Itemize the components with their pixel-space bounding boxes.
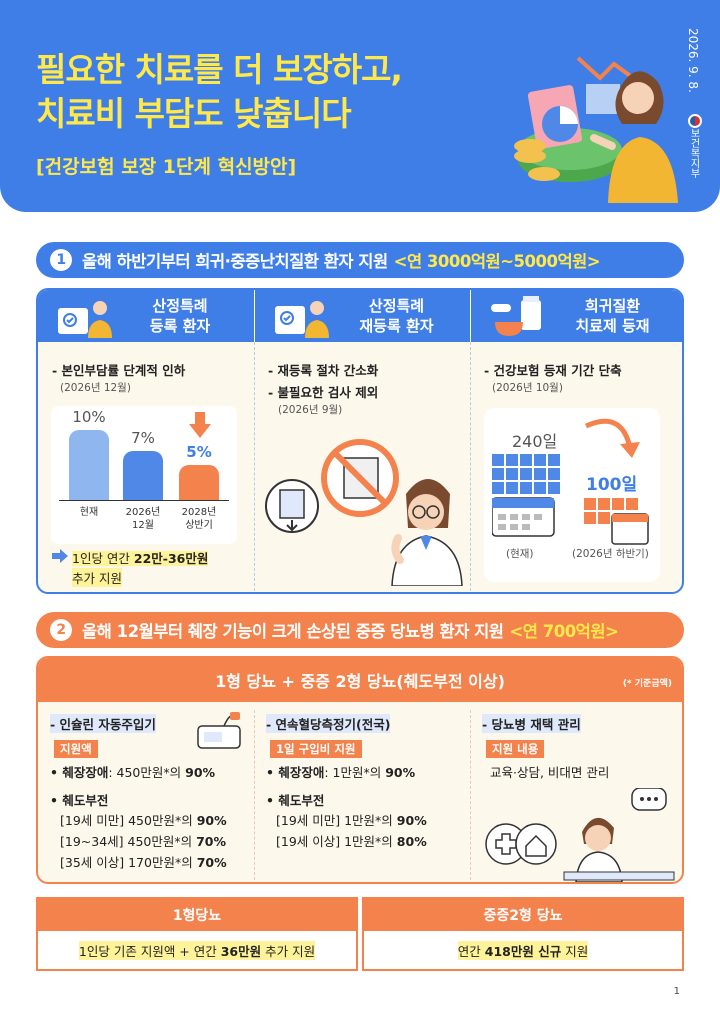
header-banner: 필요한 치료를 더 보장하고, 치료비 부담도 낮춥니다 [건강보험 보장 1단… — [0, 0, 720, 212]
ministry-name: 보건복지부 — [688, 128, 699, 178]
caption-after: (2026년 하반기) — [572, 548, 649, 560]
type1-text: 1인당 기존 지원액 + 연간 36만원 추가 지원 — [38, 931, 356, 969]
insulin-row-19-34: [19~34세] 450만원*의 70% — [60, 834, 227, 849]
copay-chart: 10% 7% 5% 현재 2026년 12월 2028년 상반기 — [51, 406, 237, 544]
type2-text: 연간 418만원 신규 지원 — [364, 931, 682, 969]
type1-head: 1형당뇨 — [38, 899, 356, 931]
calendar-grid-after-icon — [584, 498, 649, 545]
cgm-pancreas-disability: • 췌장장애: 1만원*의 90% — [266, 765, 416, 780]
cgm-row-19plus: [19세 이상] 1만원*의 80% — [276, 834, 427, 849]
col3-header: 희귀질환 치료제 등재 — [470, 290, 682, 342]
no-paperwork-doctor-illustration — [265, 439, 463, 586]
diabetes-panel-title: 1형 당뇨 + 중증 2형 당뇨(췌도부전 이상) (* 기준금액) — [38, 658, 682, 702]
col2-bullet2: - 불필요한 검사 제외 — [268, 385, 379, 400]
support-amount-tag: 지원액 — [54, 740, 98, 758]
tick-2028-h1: 2028년 상반기 — [181, 507, 217, 531]
caption-before: (현재) — [506, 548, 534, 560]
days-before: 240일 — [512, 432, 558, 451]
section2-title: 2 올해 12월부터 췌장 기능이 크게 손상된 중증 당뇨병 환자 지원 <연… — [36, 612, 684, 648]
col3-bullet: - 건강보험 등재 기간 단축 — [484, 363, 622, 378]
approval-days-chart: 240일 100일 (현재) (2026년 하반기) — [484, 408, 660, 582]
type2-head: 중증2형 당뇨 — [364, 899, 682, 931]
person-document-icon — [275, 301, 329, 338]
page-subtitle: [건강보험 보장 1단계 혁신방안] — [36, 156, 297, 178]
insulin-pancreas-disability: • 췌장장애: 450만원*의 90% — [50, 765, 216, 780]
down-arrow-icon — [189, 412, 211, 438]
col1-date: (2026년 12월) — [60, 382, 131, 394]
section1-number: 1 — [50, 249, 72, 271]
page-number: 1 — [673, 986, 680, 997]
cgm-islet-failure: • 췌도부전 — [266, 793, 325, 808]
bar-2028-h1 — [179, 465, 219, 500]
insulin-pump-title: - 인슐린 자동주입기 — [50, 714, 156, 733]
insulin-islet-failure: • 췌도부전 — [50, 793, 109, 808]
right-arrow-icon — [52, 549, 68, 563]
col2-date: (2026년 9월) — [278, 404, 343, 416]
support-content-tag: 지원 내용 — [486, 740, 545, 758]
bar-2026-12 — [123, 451, 163, 500]
insulin-row-under19: [19세 미만] 450만원*의 90% — [60, 813, 227, 828]
page-title: 필요한 치료를 더 보장하고, 치료비 부담도 낮춥니다 — [36, 50, 403, 133]
section1-panel: 산정특례 등록 환자 산정특례 재등록 환자 희귀질환 치료제 등재 — [36, 288, 684, 594]
section2-number: 2 — [50, 619, 72, 641]
type2-summary: 중증2형 당뇨 연간 418만원 신규 지원 — [362, 897, 684, 971]
woman-chart-illustration — [514, 56, 678, 203]
col1-header: 산정특례 등록 환자 — [38, 290, 254, 342]
doctor-consultation-illustration — [485, 788, 675, 882]
daily-cost-tag: 1일 구입비 지원 — [270, 740, 362, 758]
cgm-row-under19: [19세 미만] 1만원*의 90% — [276, 813, 427, 828]
insulin-row-35plus: [35세 이상] 170만원*의 70% — [60, 855, 227, 870]
days-after: 100일 — [586, 475, 638, 495]
bar-label-current: 10% — [72, 408, 106, 426]
tick-current: 현재 — [79, 507, 99, 518]
type1-summary: 1형당뇨 1인당 기존 지원액 + 연간 36만원 추가 지원 — [36, 897, 358, 971]
home-care-text: 교육·상담, 비대면 관리 — [490, 765, 610, 780]
ministry-logo-icon — [688, 114, 702, 128]
section1-budget: <연 3000억원~5000억원> — [393, 252, 601, 271]
col2-bullet1: - 재등록 절차 간소화 — [268, 363, 379, 378]
bar-label-2028-h1: 5% — [186, 443, 212, 461]
tick-2026-12: 2026년 12월 — [125, 507, 161, 531]
section2-budget: <연 700억원> — [509, 622, 619, 641]
curved-arrow-icon — [584, 418, 640, 458]
cgm-title: - 연속혈당측정기(전국) — [266, 714, 391, 733]
col3-date: (2026년 10월) — [492, 382, 563, 394]
col2-header: 산정특례 재등록 환자 — [254, 290, 470, 342]
col1-note: 1인당 연간 22만-36만원 — [72, 551, 209, 566]
person-document-icon — [58, 301, 112, 338]
calendar-grid-before-icon — [492, 454, 560, 537]
col1-bullet: - 본인부담률 단계적 인하 — [52, 363, 186, 378]
publish-date: 2026. 9. 8. — [686, 28, 700, 93]
col1-note-line2: 추가 지원 — [72, 568, 122, 587]
medicine-icon — [491, 296, 541, 336]
section2-panel: 1형 당뇨 + 중증 2형 당뇨(췌도부전 이상) (* 기준금액) - 인슐린… — [36, 656, 684, 884]
home-care-title: - 당뇨병 재택 관리 — [482, 714, 581, 733]
panel-note: (* 기준금액) — [622, 679, 672, 689]
insulin-pump-icon — [197, 712, 241, 749]
section1-title: 1 올해 하반기부터 희귀·중증난치질환 환자 지원 <연 3000억원~500… — [36, 242, 684, 278]
bar-label-2026-12: 7% — [131, 429, 155, 447]
bar-current — [69, 430, 109, 500]
